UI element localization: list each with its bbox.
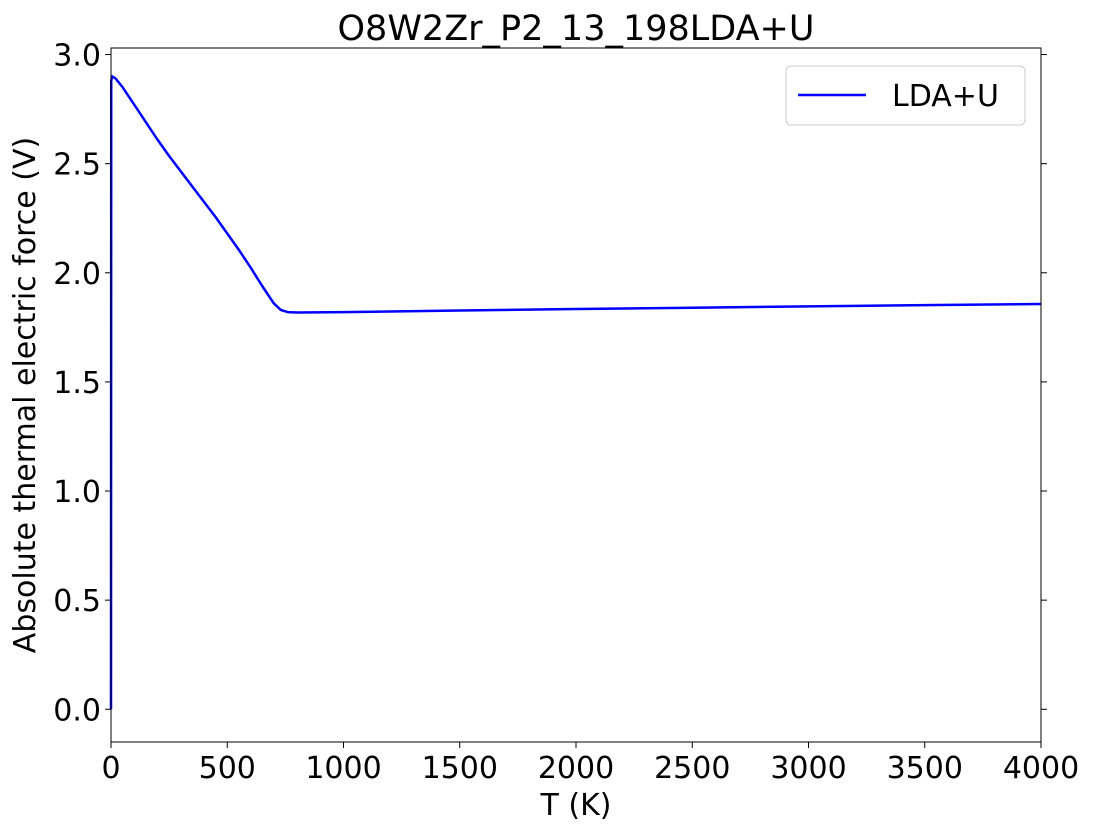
x-tick-label: 0 — [101, 751, 120, 786]
axis-ticks: 0 500 1000 1500 2000 2500 3000 3500 4000 0.0 0.5 1.… — [53, 39, 1079, 786]
x-tick-label: 1500 — [422, 751, 498, 786]
y-axis-label: Absolute thermal electric force (V) — [8, 137, 43, 653]
legend: LDA+U — [785, 65, 1026, 126]
x-tick-label: 3000 — [770, 751, 846, 786]
x-tick-label: 2000 — [538, 751, 614, 786]
y-tick-label: 3.0 — [53, 39, 101, 74]
x-tick-label: 1000 — [305, 751, 381, 786]
plot-frame — [110, 47, 1042, 743]
x-tick-label: 500 — [199, 751, 256, 786]
x-tick-label: 3500 — [887, 751, 963, 786]
legend-box — [785, 65, 1026, 126]
x-tick-label: 4000 — [1003, 751, 1079, 786]
chart-title: O8W2Zr_P2_13_198LDA+U — [338, 9, 815, 49]
y-tick-label: 1.0 — [53, 475, 101, 510]
legend-label-lda-u: LDA+U — [892, 79, 999, 114]
x-tick-label: 2500 — [654, 751, 730, 786]
y-tick-label: 2.0 — [53, 257, 101, 292]
series-line-lda-u — [109, 75, 1042, 710]
y-tick-label: 0.5 — [53, 584, 101, 619]
y-tick-label: 2.5 — [53, 148, 101, 183]
y-tick-label: 1.5 — [53, 366, 101, 401]
x-axis-label: T (K) — [540, 788, 612, 823]
y-tick-label: 0.0 — [53, 693, 101, 728]
